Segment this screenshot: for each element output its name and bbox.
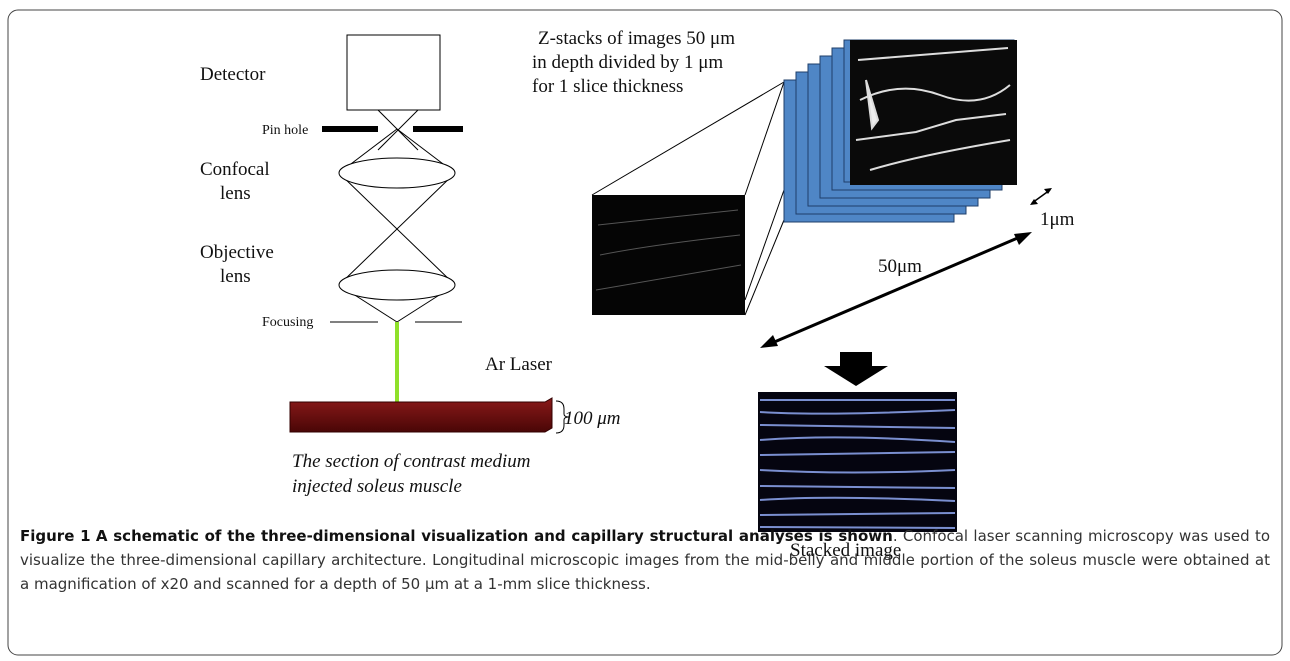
- detector-label: Detector: [200, 64, 266, 85]
- text-line: The section of contrast medium: [292, 451, 531, 472]
- text-line: Z-stacks of images 50 μm: [538, 28, 735, 49]
- stacked-label: Stacked image: [790, 540, 901, 561]
- stacked-image: [758, 392, 957, 532]
- down-arrow: [824, 352, 888, 386]
- text-line: lens: [220, 266, 251, 287]
- text-line: for 1 slice thickness: [532, 76, 683, 97]
- text-line: Confocal: [200, 159, 270, 180]
- pin-hole: [322, 126, 378, 132]
- image-texture: [595, 209, 742, 291]
- zstack-label: Z-stacks of images 50 μm in depth divided…: [532, 28, 735, 97]
- slice-image: [850, 40, 1017, 185]
- beam: [330, 109, 462, 323]
- caption-text: . Confocal laser scanning microscopy was…: [20, 527, 1271, 593]
- text-line: injected soleus muscle: [292, 476, 462, 497]
- detector-box: [346, 34, 441, 111]
- pin-hole: [413, 126, 463, 132]
- single-image: [592, 195, 745, 315]
- thickness-label: 100 μm: [564, 408, 621, 429]
- focusing-label: Focusing: [262, 315, 313, 330]
- muscle-section: [289, 397, 553, 433]
- confocal-label: Confocal lens: [200, 159, 270, 204]
- text-line: in depth divided by 1 μm: [532, 52, 723, 73]
- caption-label: Figure 1: [20, 527, 91, 545]
- depth-label: 50μm: [878, 256, 922, 277]
- projection: [591, 81, 785, 316]
- laser-label: Ar Laser: [485, 354, 553, 375]
- brace: [555, 400, 570, 434]
- pin-hole-label: Pin hole: [262, 123, 308, 138]
- section-label: The section of contrast medium injected s…: [292, 451, 531, 497]
- caption-title: A schematic of the three-dimensional vis…: [95, 527, 893, 545]
- image-texture: [855, 47, 1011, 171]
- frame: [7, 9, 1283, 656]
- objective-label: Objective lens: [200, 242, 274, 287]
- caption: Figure 1 A schematic of the three-dimens…: [20, 524, 1270, 596]
- text-line: lens: [220, 183, 251, 204]
- dimension-arrows: [760, 188, 1052, 348]
- text-line: Objective: [200, 242, 274, 263]
- image-texture: [759, 399, 956, 529]
- slice-label: 1μm: [1040, 209, 1075, 230]
